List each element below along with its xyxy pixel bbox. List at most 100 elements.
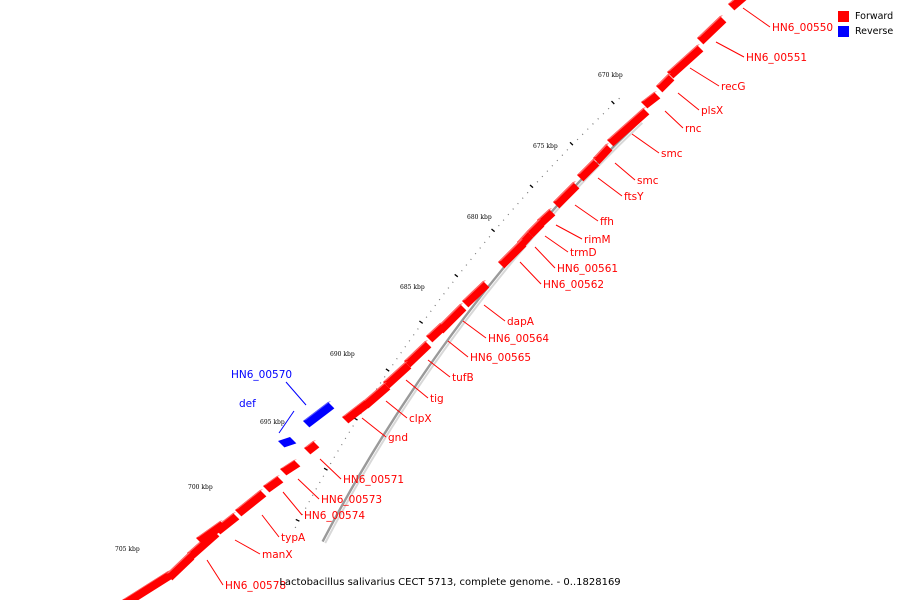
leader-line [534,246,556,269]
gene-HN6_00570 [303,401,335,429]
leader-line [405,379,429,399]
minor-tick [304,507,307,509]
gene-label: HN6_00565 [470,352,531,364]
gene-face [697,16,727,45]
gene-label: rnc [685,123,702,135]
legend-forward: Forward [838,9,893,24]
major-tick [569,141,574,146]
kbp-label: 685 kbp [400,284,425,291]
leader-line [447,340,469,358]
gene-HN6_00562 [498,239,527,270]
gene-gnd [342,399,371,425]
minor-tick [526,191,529,194]
gene-HN6_00551 [697,15,727,46]
minor-tick [392,364,394,366]
major-tick [611,100,615,105]
gene-top [728,0,735,4]
gene-face [577,159,600,182]
gene-top [667,44,700,72]
gene-top [641,91,657,102]
leader-line [234,539,261,555]
gene-tufB [404,340,432,369]
reverse-swatch [838,26,849,37]
strand-legend: Forward Reverse [838,9,893,39]
gene-top [527,219,541,231]
minor-tick [587,128,589,130]
gene-face [166,553,195,581]
gene-recG [667,44,704,80]
gene-trmD [527,219,545,239]
gene-top [196,520,223,538]
minor-tick [498,224,500,227]
minor-tick [379,382,382,384]
major-tick [323,467,328,471]
kbp-label: 700 kbp [188,484,213,491]
gene-clpX [362,382,391,410]
leader-line [385,400,408,419]
major-tick [419,320,424,324]
gene-unlabeled [166,552,195,582]
gene-face [537,209,556,227]
gene-face [383,362,412,389]
minor-tick [597,118,599,120]
gene-face [362,383,391,409]
gene-face [607,108,650,147]
minor-tick [546,170,549,172]
gene-rnc [641,91,661,110]
gene-top [697,15,723,38]
gene-HN6_00565 [426,322,447,344]
gene-tig [383,361,412,390]
gene-label: def [239,398,256,410]
gene-top [426,322,443,336]
minor-tick [348,431,351,433]
minor-tick [483,241,486,244]
leader-line [742,7,771,28]
gene-dapA [462,280,490,309]
leader-line [261,514,280,538]
gene-top [235,489,263,510]
minor-tick [607,107,610,110]
gene-face [278,437,297,448]
gene-top [304,440,316,448]
gene-face [437,304,467,334]
minor-tick [308,500,310,503]
forward-swatch [838,11,849,22]
kbp-label: 690 kbp [330,351,355,358]
gene-label: recG [721,81,745,93]
minor-tick [294,526,297,529]
minor-tick [404,346,407,348]
leader-line [278,410,295,434]
gene-face [404,341,432,368]
gene-top [383,361,408,382]
gene-label: HN6_00550 [772,22,833,34]
gene-face [641,92,661,109]
minor-tick [337,450,339,452]
gene-top [656,73,671,86]
gene-face [593,144,613,165]
gene-label: clpX [409,413,432,425]
gene-label: HN6_00570 [231,369,292,381]
minor-tick [438,298,441,301]
leader-line [483,304,506,322]
major-tick [491,228,496,233]
leader-line [297,478,320,500]
minor-tick [551,165,554,167]
gene-def [278,436,297,449]
major-tick [295,518,300,522]
minor-tick [507,213,510,216]
minor-tick [592,123,594,125]
gene-label: manX [262,549,293,561]
leader-line [715,41,745,58]
minor-tick [541,175,544,178]
leader-line [555,224,583,240]
minor-tick [408,340,411,342]
kbp-label: 705 kbp [115,546,140,553]
gene-typA [235,489,267,518]
gene-top [577,158,596,175]
gene-top [122,570,171,600]
minor-tick [512,208,514,210]
gene-label: typA [281,532,306,544]
gene-face [342,400,371,424]
gene-top [607,107,646,140]
